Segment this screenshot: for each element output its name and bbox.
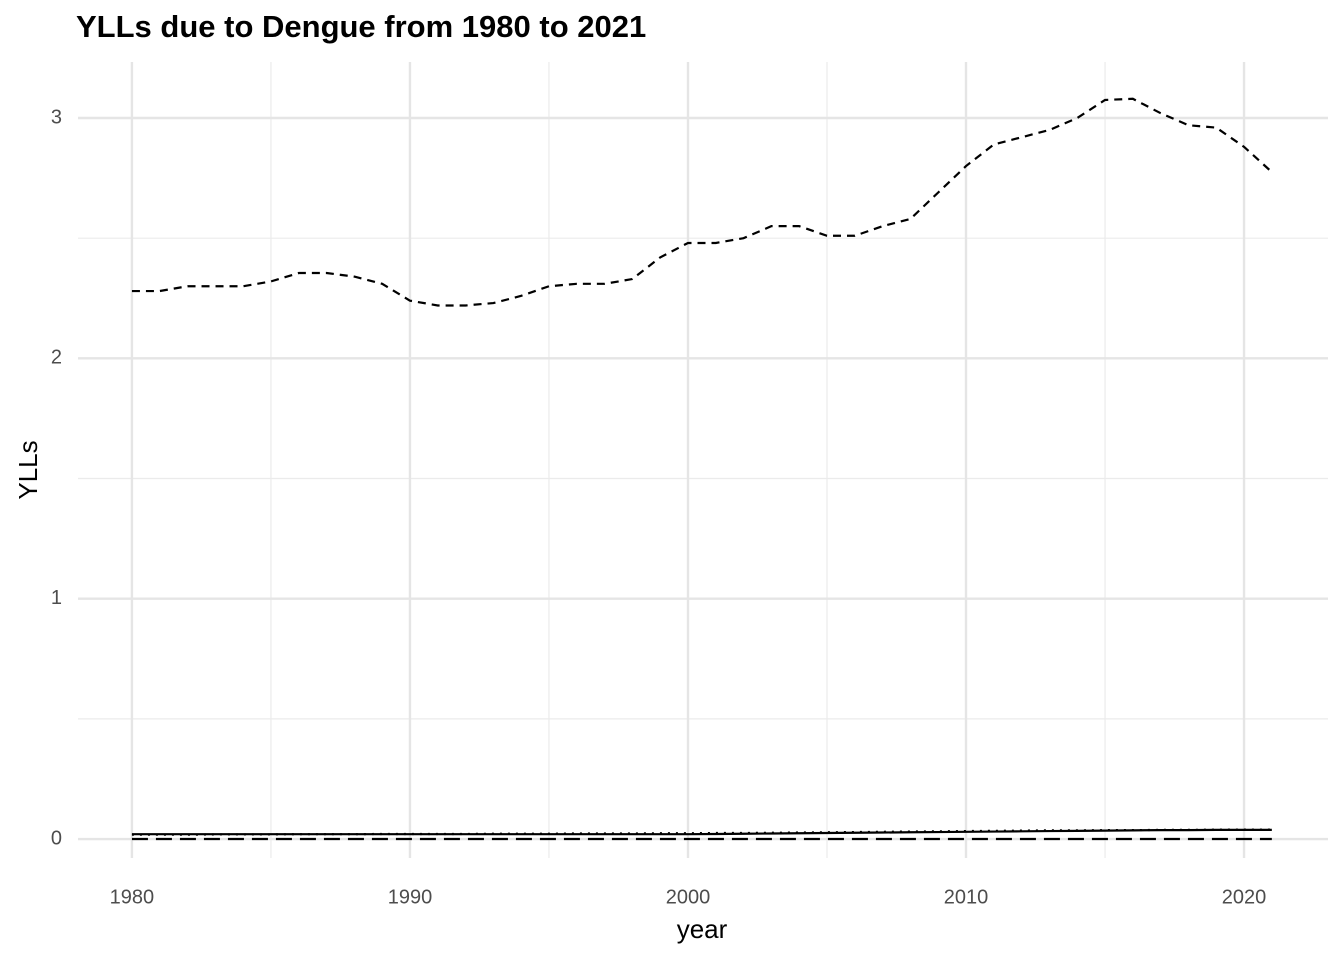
line [131, 97, 1273, 307]
x-tick-label: 2010 [944, 886, 989, 908]
y-tick-label: 3 [51, 106, 62, 128]
chart-title: YLLs due to Dengue from 1980 to 2021 [76, 9, 646, 44]
x-tick-label: 1980 [110, 886, 155, 908]
x-tick-label: 2020 [1222, 886, 1267, 908]
y-tick-label: 0 [51, 827, 62, 849]
y-axis-label: YLLs [13, 440, 43, 499]
x-tick-label: 2000 [666, 886, 711, 908]
x-axis-label: year [677, 914, 728, 944]
line [131, 828, 1272, 836]
y-tick-label: 1 [51, 587, 62, 609]
x-tick-label: 1990 [388, 886, 433, 908]
y-tick-label: 2 [51, 347, 62, 369]
